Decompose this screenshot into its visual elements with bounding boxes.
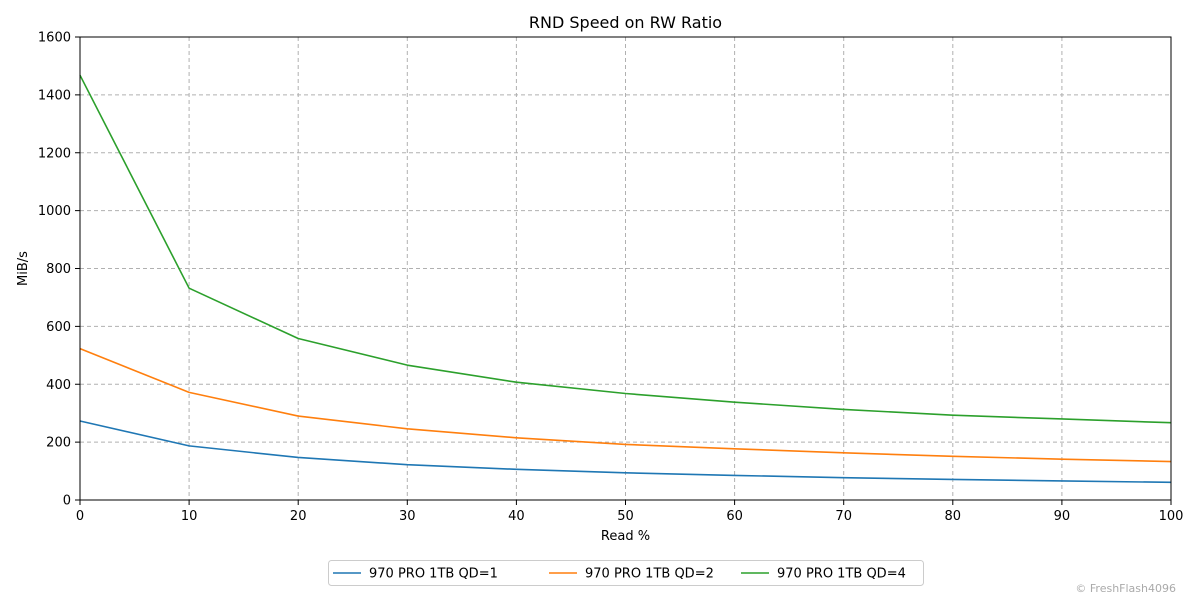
y-tick-label: 600 <box>46 320 71 335</box>
x-tick-label: 90 <box>1054 509 1071 524</box>
x-tick-label: 20 <box>290 509 307 524</box>
legend-label: 970 PRO 1TB QD=4 <box>777 567 906 582</box>
series-line-qd4 <box>79 74 1172 424</box>
x-tick-label: 80 <box>945 509 962 524</box>
x-tick-label: 100 <box>1159 509 1184 524</box>
copyright-text: © FreshFlash4096 <box>1075 582 1176 595</box>
chart-title: RND Speed on RW Ratio <box>529 13 722 32</box>
series-line-qd2 <box>79 347 1172 463</box>
y-axis-label: MiB/s <box>16 251 31 286</box>
series-lines <box>79 74 1172 484</box>
legend: 970 PRO 1TB QD=1 970 PRO 1TB QD=2 970 PRO … <box>328 560 924 586</box>
grid <box>79 36 1172 501</box>
x-tick-label: 40 <box>508 509 525 524</box>
x-tick-label: 60 <box>726 509 743 524</box>
x-tick-label: 0 <box>76 509 84 524</box>
y-tick-label: 800 <box>46 262 71 277</box>
y-tick-label: 1000 <box>38 204 71 219</box>
x-tick-label: 10 <box>181 509 198 524</box>
x-axis-label: Read % <box>601 529 650 544</box>
legend-label: 970 PRO 1TB QD=1 <box>369 567 498 582</box>
series-line-qd1 <box>79 420 1172 484</box>
legend-label: 970 PRO 1TB QD=2 <box>585 567 714 582</box>
y-tick-label: 200 <box>46 436 71 451</box>
y-tick-label: 0 <box>63 494 71 509</box>
x-tick-label: 70 <box>835 509 852 524</box>
legend-box <box>328 560 924 586</box>
y-tick-label: 1200 <box>38 146 71 161</box>
y-tick-label: 400 <box>46 378 71 393</box>
y-tick-label: 1400 <box>38 88 71 103</box>
axis-ticks: 0 10 20 30 40 50 60 70 80 90 100020040060080010001… <box>38 31 1184 525</box>
x-tick-label: 50 <box>617 509 634 524</box>
y-tick-label: 1600 <box>38 31 71 46</box>
x-tick-label: 30 <box>399 509 416 524</box>
